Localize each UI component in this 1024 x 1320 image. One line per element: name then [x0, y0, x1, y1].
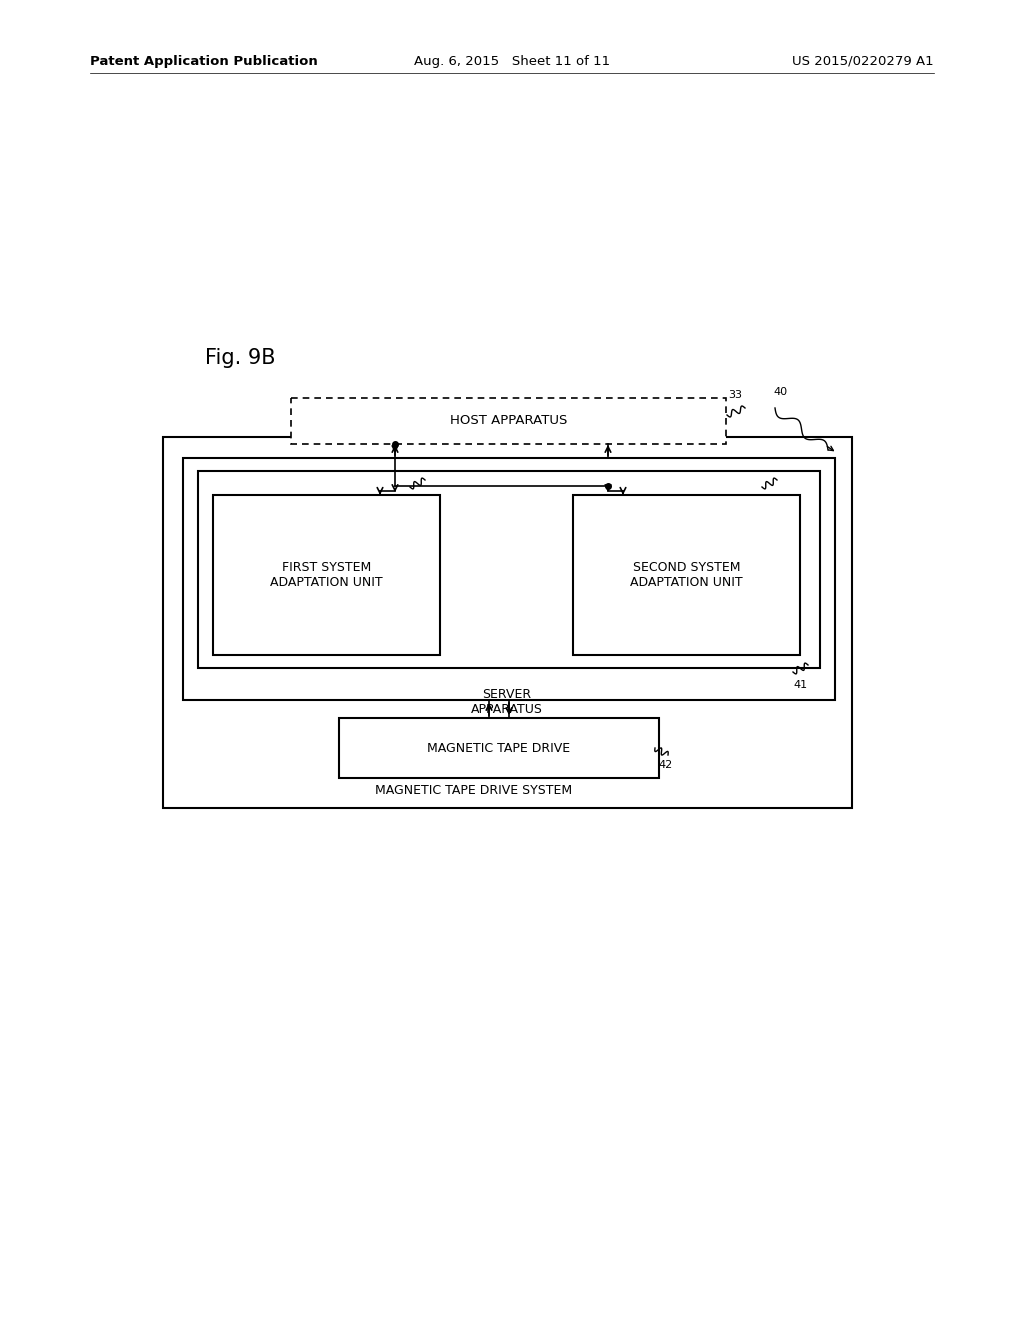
- Text: MAGNETIC TAPE DRIVE: MAGNETIC TAPE DRIVE: [427, 742, 570, 755]
- Bar: [291, 399, 726, 444]
- Text: FIRST SYSTEM
ADAPTATION UNIT: FIRST SYSTEM ADAPTATION UNIT: [270, 561, 383, 589]
- Bar: [183, 458, 835, 700]
- Text: Aug. 6, 2015   Sheet 11 of 11: Aug. 6, 2015 Sheet 11 of 11: [414, 55, 610, 69]
- Text: 41: 41: [793, 680, 807, 690]
- Text: 22: 22: [772, 488, 786, 499]
- Bar: [339, 718, 659, 777]
- Text: SERVER
APPARATUS: SERVER APPARATUS: [471, 688, 543, 715]
- Text: 33: 33: [728, 389, 742, 400]
- Text: Patent Application Publication: Patent Application Publication: [90, 55, 317, 69]
- Text: 21: 21: [420, 488, 434, 499]
- Bar: [163, 437, 852, 808]
- Bar: [198, 471, 820, 668]
- Text: 42: 42: [658, 760, 672, 770]
- Bar: [213, 495, 440, 655]
- Text: Fig. 9B: Fig. 9B: [205, 348, 275, 368]
- Text: MAGNETIC TAPE DRIVE SYSTEM: MAGNETIC TAPE DRIVE SYSTEM: [375, 784, 572, 797]
- Bar: [573, 495, 800, 655]
- Text: US 2015/0220279 A1: US 2015/0220279 A1: [793, 55, 934, 69]
- Text: 40: 40: [773, 387, 787, 397]
- Text: HOST APPARATUS: HOST APPARATUS: [450, 414, 567, 428]
- Text: SECOND SYSTEM
ADAPTATION UNIT: SECOND SYSTEM ADAPTATION UNIT: [630, 561, 742, 589]
